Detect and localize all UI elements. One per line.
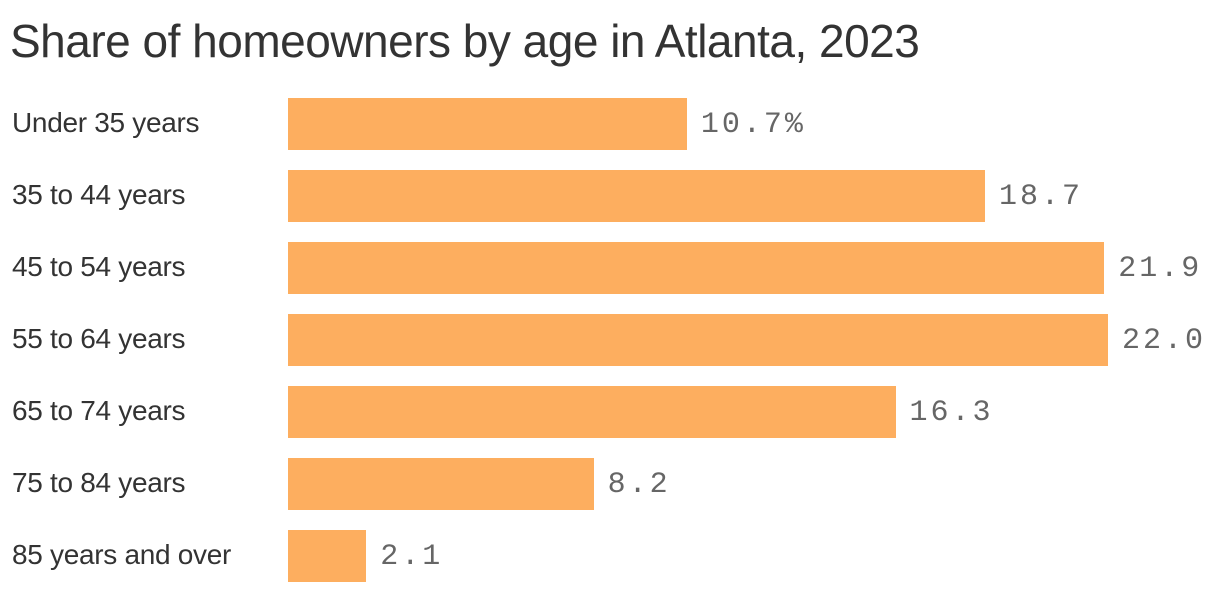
category-label: 85 years and over (12, 539, 232, 570)
bar-row: 75 to 84 years 8.2 (0, 458, 1220, 510)
bar-row: Under 35 years 10.7% (0, 98, 1220, 150)
bar (288, 314, 1108, 366)
value-label: 8.2 (607, 468, 671, 502)
bar-row: 85 years and over 2.1 (0, 530, 1220, 582)
bar-row: 55 to 64 years 22.0 (0, 314, 1220, 366)
value-label: 22.0 (1122, 324, 1207, 358)
bar (288, 98, 687, 150)
bar-row: 45 to 54 years 21.9 (0, 242, 1220, 294)
category-label: 45 to 54 years (12, 251, 186, 282)
category-label: 55 to 64 years (12, 323, 186, 354)
category-label: 65 to 74 years (12, 395, 186, 426)
bar-row: 65 to 74 years 16.3 (0, 386, 1220, 438)
bar (288, 242, 1105, 294)
category-label: 35 to 44 years (12, 179, 186, 210)
bar (288, 170, 985, 222)
bar (288, 530, 367, 582)
value-label: 10.7% (700, 108, 806, 142)
category-label: Under 35 years (12, 107, 200, 138)
value-label: 16.3 (909, 396, 994, 430)
value-label: 18.7 (999, 180, 1084, 214)
bar-row: 35 to 44 years 18.7 (0, 170, 1220, 222)
chart-title: Share of homeowners by age in Atlanta, 2… (10, 15, 920, 67)
category-label: 75 to 84 years (12, 467, 186, 498)
value-label: 2.1 (380, 540, 444, 574)
bar (288, 386, 896, 438)
value-label: 21.9 (1118, 252, 1203, 286)
bar (288, 458, 594, 510)
